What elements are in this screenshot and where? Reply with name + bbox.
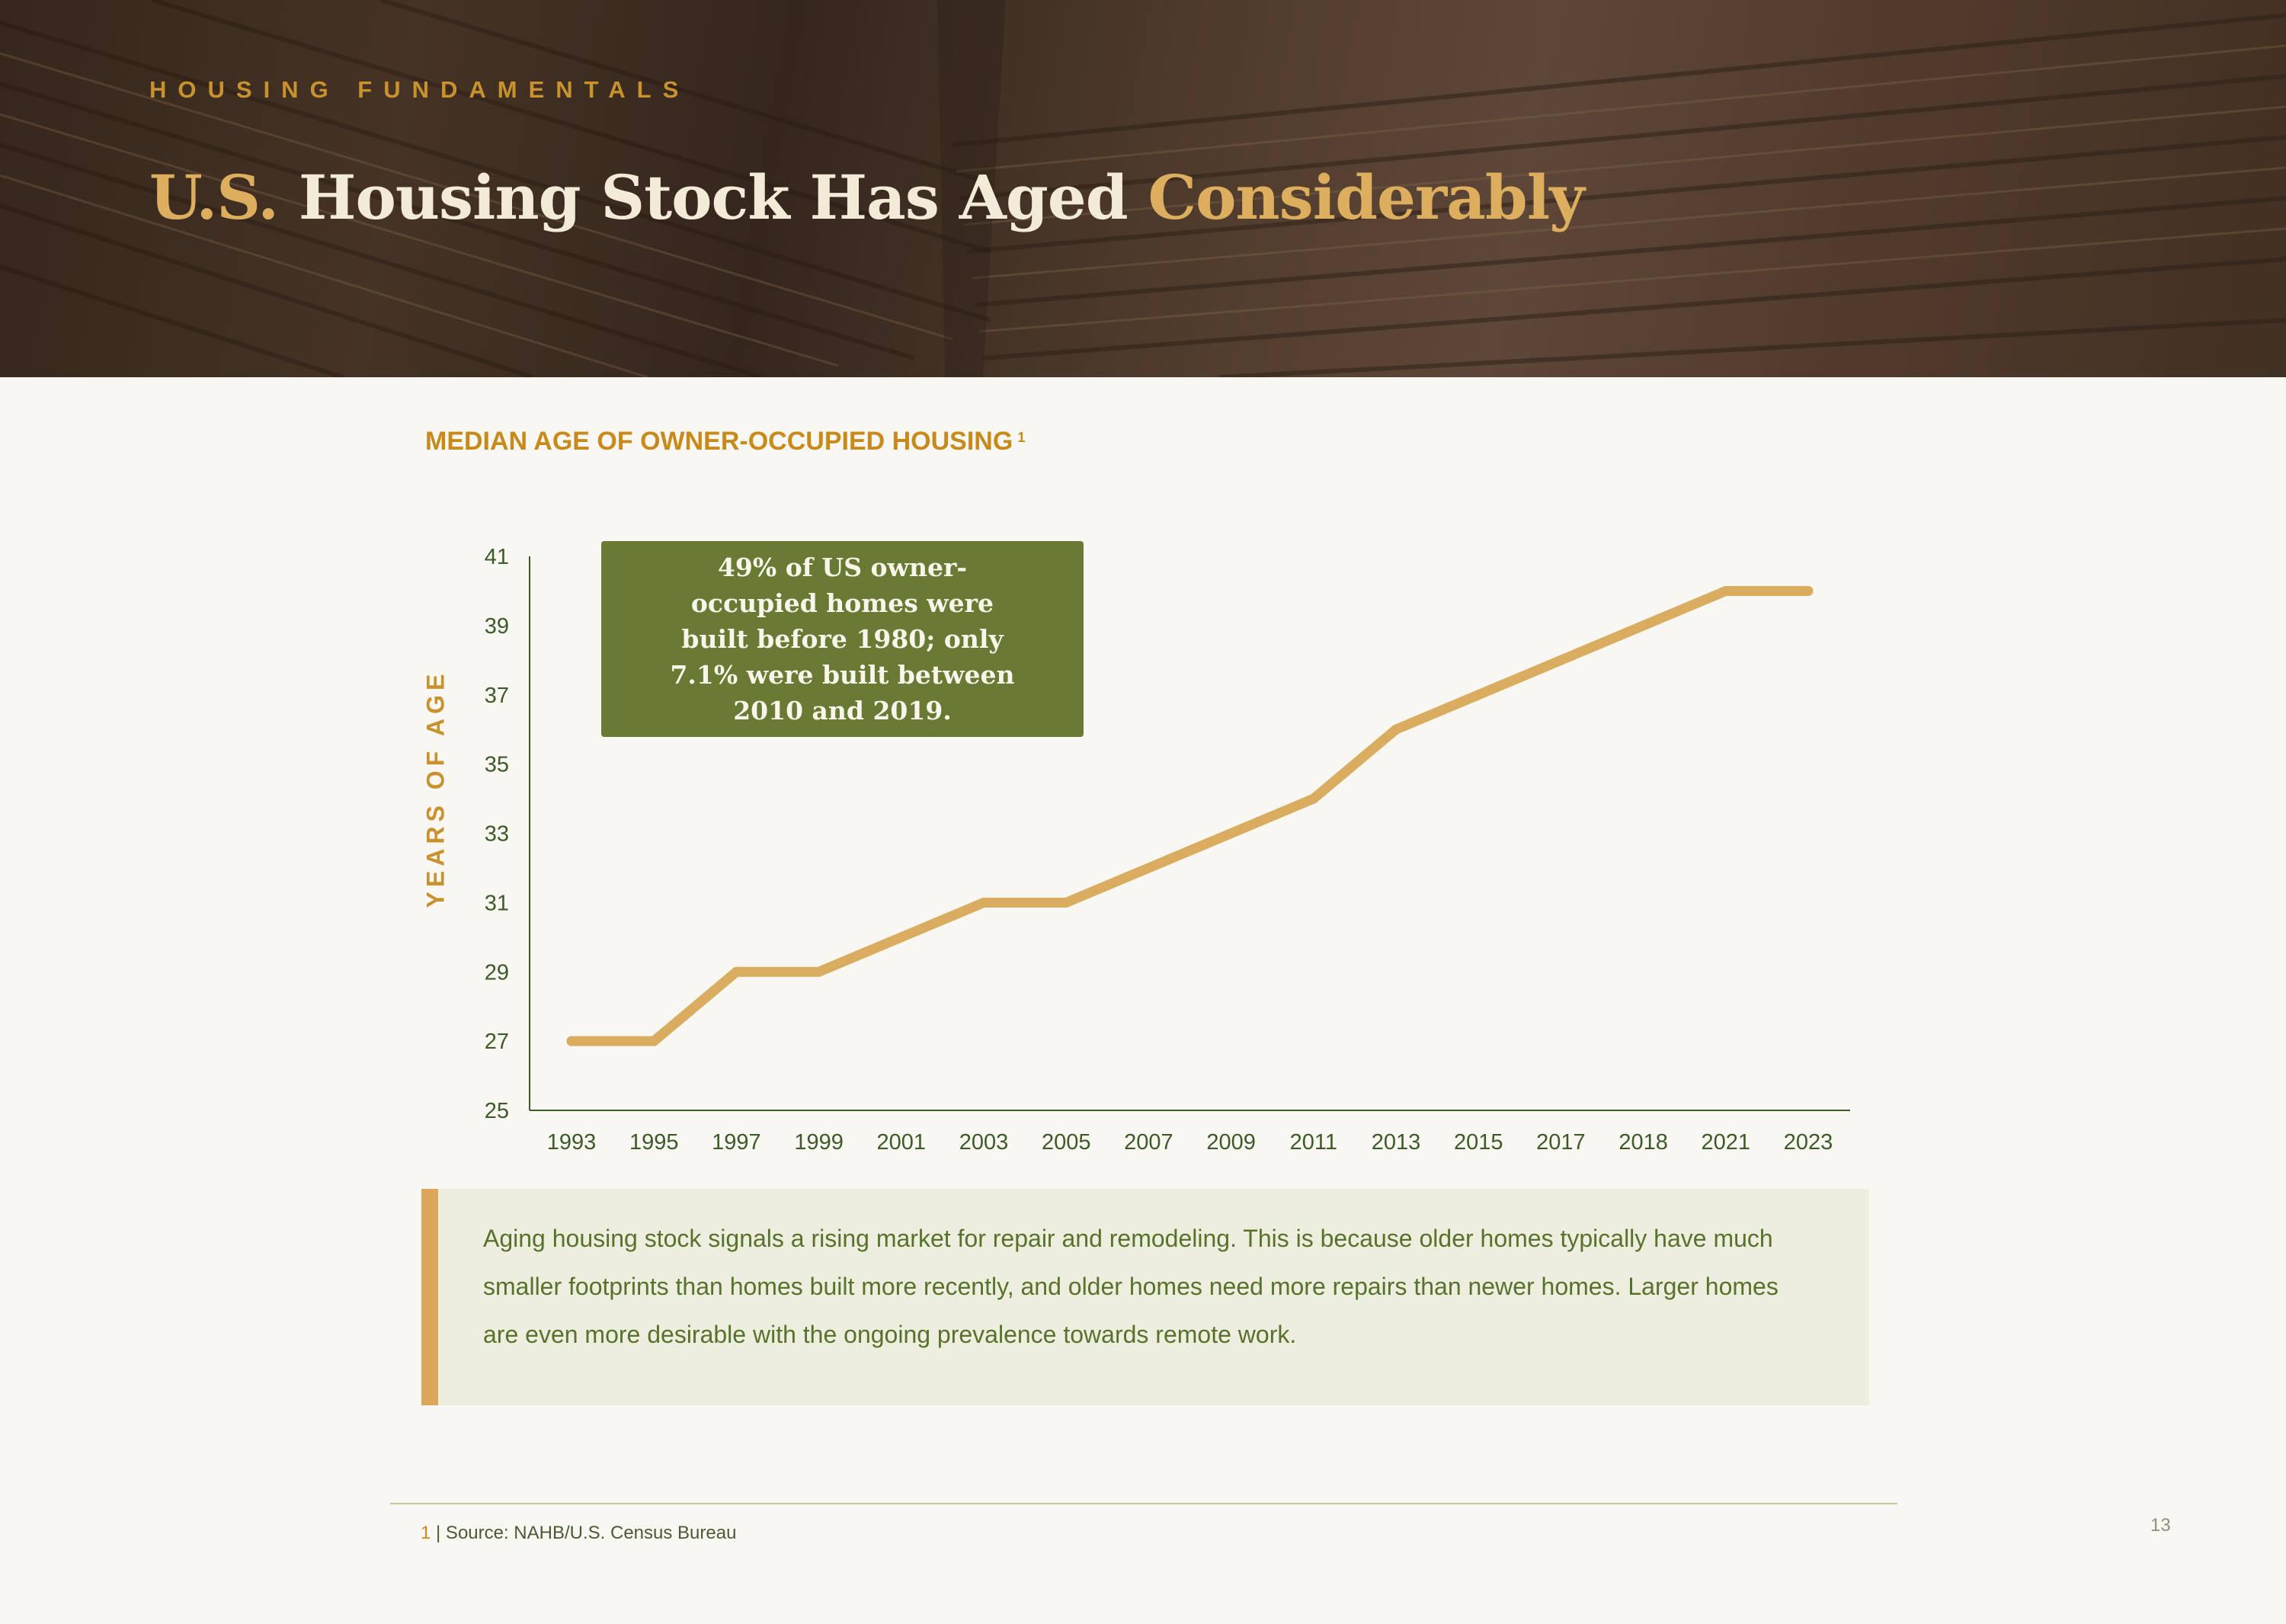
data-point	[566, 1036, 577, 1046]
y-tick-label: 29	[485, 960, 509, 985]
data-point	[1555, 655, 1566, 665]
series-line	[566, 585, 1814, 1046]
x-tick-label: 2001	[877, 1130, 927, 1155]
x-axis-ticks: 1993 1995 1997 1999 2001 2003 2005 2007 2009 2011…	[547, 1130, 1833, 1155]
title-accent-considerably: Considerably	[1148, 162, 1584, 233]
header-banner: HOUSING FUNDAMENTALS U.S. Housing Stock …	[0, 0, 2286, 377]
footer-divider	[390, 1503, 1897, 1504]
data-point	[731, 966, 741, 977]
x-tick-label: 2018	[1618, 1130, 1668, 1155]
x-tick-label: 2011	[1290, 1130, 1337, 1155]
x-tick-label: 2007	[1124, 1130, 1173, 1155]
footnote: 1 | Source: NAHB/U.S. Census Bureau	[421, 1523, 736, 1544]
title-accent-us: U.S.	[149, 162, 279, 233]
wood-grain-background	[0, 0, 2286, 377]
data-point	[1391, 724, 1401, 735]
y-tick-label: 35	[485, 753, 509, 777]
data-point	[1308, 793, 1319, 804]
data-point	[648, 1036, 659, 1046]
y-tick-label: 27	[485, 1030, 509, 1054]
data-point	[1803, 585, 1814, 596]
x-tick-label: 2005	[1042, 1130, 1091, 1155]
page-title: U.S. Housing Stock Has Aged Considerably	[149, 162, 1585, 233]
x-tick-label: 2023	[1784, 1130, 1833, 1155]
section-eyebrow: HOUSING FUNDAMENTALS	[149, 76, 690, 103]
callout-box: 49% of US owner-occupied homes were buil…	[601, 541, 1084, 737]
x-tick-label: 1993	[547, 1130, 597, 1155]
x-tick-label: 2009	[1206, 1130, 1256, 1155]
footnote-number: 1	[421, 1523, 431, 1543]
x-tick-label: 2015	[1454, 1130, 1503, 1155]
data-point	[1061, 897, 1071, 908]
data-point	[1638, 620, 1649, 631]
x-tick-label: 2017	[1536, 1130, 1586, 1155]
page-number: 13	[2150, 1515, 2171, 1536]
data-point	[1721, 585, 1731, 596]
x-tick-label: 1995	[629, 1130, 679, 1155]
data-point	[814, 966, 824, 977]
chart-title-text: MEDIAN AGE OF OWNER-OCCUPIED HOUSING	[425, 427, 1013, 456]
data-point	[1226, 828, 1237, 838]
x-tick-label: 2021	[1702, 1130, 1751, 1155]
callout-text: 49% of US owner-occupied homes were buil…	[670, 553, 1015, 726]
insight-note: Aging housing stock signals a rising mar…	[421, 1189, 1869, 1405]
y-tick-label: 41	[485, 545, 509, 569]
chart-title: MEDIAN AGE OF OWNER-OCCUPIED HOUSING 1	[425, 427, 1025, 456]
x-tick-label: 2013	[1372, 1130, 1421, 1155]
x-tick-label: 1999	[794, 1130, 844, 1155]
y-tick-label: 37	[485, 684, 509, 708]
footnote-source: | Source: NAHB/U.S. Census Bureau	[431, 1523, 737, 1543]
data-point	[1143, 863, 1154, 873]
y-tick-label: 33	[485, 822, 509, 847]
y-tick-label: 25	[485, 1099, 509, 1123]
data-point	[978, 897, 989, 908]
chart-title-footnote-ref: 1	[1017, 430, 1026, 445]
title-main: Housing Stock Has Aged	[278, 162, 1148, 233]
x-tick-label: 1997	[712, 1130, 761, 1155]
data-point	[1473, 690, 1484, 700]
x-tick-label: 2003	[959, 1130, 1009, 1155]
data-point	[896, 932, 907, 943]
y-axis-ticks: 25 27 29 31 33 35 37 39 41	[485, 545, 509, 1123]
y-tick-label: 31	[485, 891, 509, 915]
insight-note-text: Aging housing stock signals a rising mar…	[483, 1225, 1779, 1348]
y-tick-label: 39	[485, 614, 509, 639]
